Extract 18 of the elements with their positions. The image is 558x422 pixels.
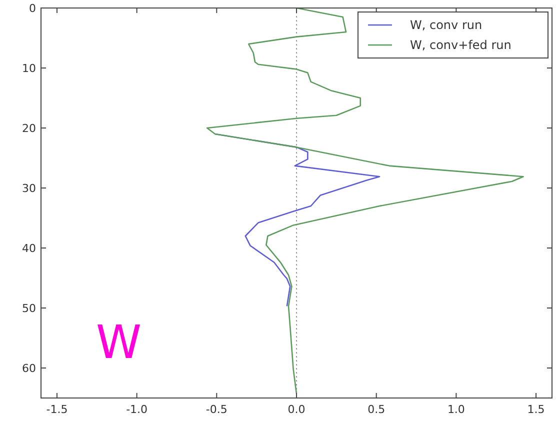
annotation: W xyxy=(96,315,142,369)
y-tick-label: 20 xyxy=(22,122,36,135)
x-tick-label: 1.5 xyxy=(527,403,545,416)
x-tick-label: 1.0 xyxy=(447,403,465,416)
y-tick-label: 0 xyxy=(29,2,36,15)
legend-label: W, conv+fed run xyxy=(410,38,512,52)
x-tick-label: -1.5 xyxy=(46,403,68,416)
x-tick-label: 0.0 xyxy=(288,403,306,416)
y-tick-label: 30 xyxy=(22,182,36,195)
y-tick-label: 50 xyxy=(22,302,36,315)
x-tick-label: 0.5 xyxy=(368,403,386,416)
x-tick-label: -1.0 xyxy=(126,403,148,416)
legend-label: W, conv run xyxy=(410,18,482,32)
x-tick-label: -0.5 xyxy=(206,403,228,416)
y-tick-label: 60 xyxy=(22,362,36,375)
y-tick-label: 10 xyxy=(22,62,36,75)
line-series xyxy=(206,7,524,394)
y-tick-label: 40 xyxy=(22,242,36,255)
